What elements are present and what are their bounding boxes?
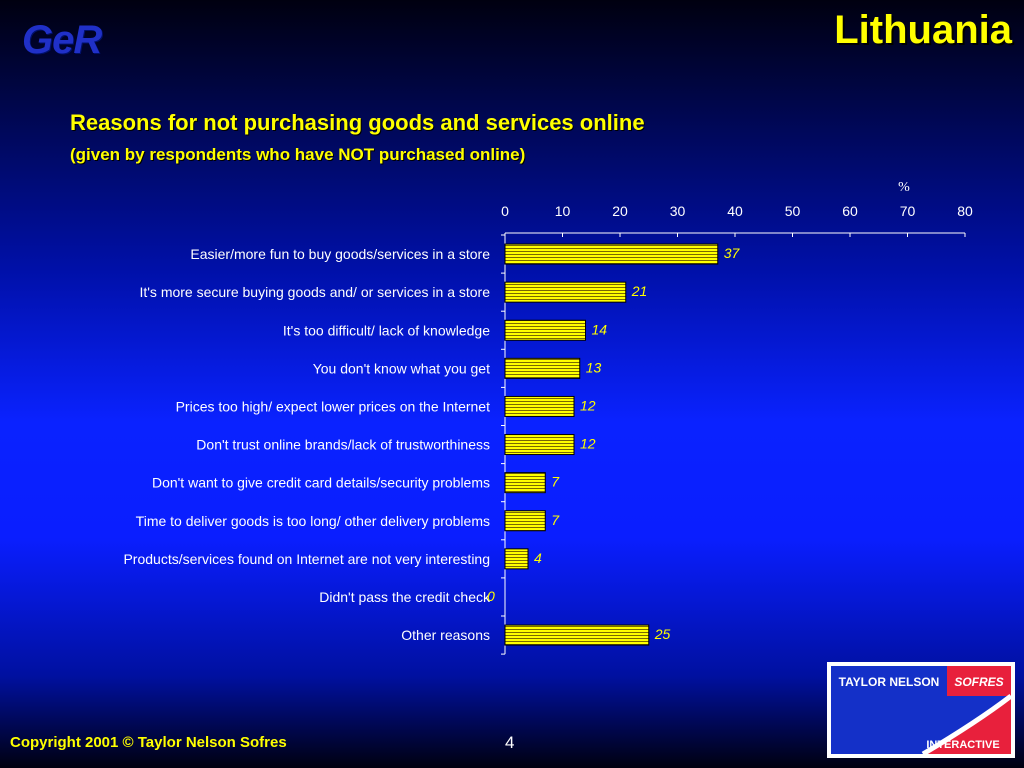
category-label: It's too difficult/ lack of knowledge <box>283 322 490 338</box>
bar <box>504 548 529 570</box>
data-label: 14 <box>592 321 608 337</box>
x-tick-label: 70 <box>900 203 916 219</box>
page-number: 4 <box>505 733 515 752</box>
data-label: 4 <box>534 550 542 566</box>
data-label: 13 <box>586 359 602 375</box>
logo-blue-swoosh <box>831 696 1011 754</box>
x-tick-label: 30 <box>670 203 686 219</box>
category-label: Products/services found on Internet are … <box>123 551 490 567</box>
data-label: 12 <box>580 397 596 413</box>
category-label: Other reasons <box>401 627 490 643</box>
brand-logo-text: GeR <box>22 18 102 62</box>
category-label: Don't trust online brands/lack of trustw… <box>196 437 490 453</box>
logo-red-block <box>947 666 1011 696</box>
category-label: Time to deliver goods is too long/ other… <box>136 513 490 529</box>
bar <box>504 357 581 379</box>
logo-text-interactive: INTERACTIVE <box>926 739 999 751</box>
data-label: 0 <box>487 588 495 604</box>
footer-copyright: Copyright 2001 © Taylor Nelson Sofres <box>10 734 287 751</box>
logo-blue-block <box>831 666 947 696</box>
bar <box>504 510 546 532</box>
bar <box>504 243 719 265</box>
data-label: 12 <box>580 436 596 452</box>
bar <box>504 395 575 417</box>
category-label: Prices too high/ expect lower prices on … <box>176 398 491 414</box>
x-tick-label: 10 <box>555 203 571 219</box>
bar-chart: % 0 10 20 30 40 50 60 70 80 Easier/more fun to b… <box>123 180 973 646</box>
bar <box>504 434 575 456</box>
x-tick-label: 80 <box>957 203 973 219</box>
data-label: 7 <box>551 512 560 528</box>
x-tick-label: 60 <box>842 203 858 219</box>
bar <box>504 281 627 303</box>
chart-subtitle: (given by respondents who have NOT purch… <box>70 145 526 164</box>
category-label: Didn't pass the credit check <box>319 589 491 605</box>
logo-text-taylor-nelson: TAYLOR NELSON <box>839 675 940 689</box>
bar <box>504 319 586 341</box>
x-tick-label: 0 <box>501 203 509 219</box>
page-country-heading: Lithuania <box>834 8 1012 52</box>
chart-title: Reasons for not purchasing goods and ser… <box>70 110 645 135</box>
category-label: You don't know what you get <box>313 360 490 376</box>
axis-unit-label: % <box>898 180 910 195</box>
data-label: 7 <box>551 474 560 490</box>
bar <box>504 472 546 494</box>
taylor-nelson-sofres-logo: TAYLOR NELSON SOFRES INTERACTIVE <box>827 662 1015 758</box>
x-tick-label: 50 <box>785 203 801 219</box>
data-label: 37 <box>724 245 741 261</box>
category-label: It's more secure buying goods and/ or se… <box>139 284 490 300</box>
logo-text-sofres: SOFRES <box>954 675 1003 689</box>
data-label: 25 <box>654 626 671 642</box>
category-label: Don't want to give credit card details/s… <box>152 475 490 491</box>
logo-red-swoosh <box>923 696 1011 754</box>
bar <box>504 624 650 646</box>
x-tick-label: 20 <box>612 203 628 219</box>
data-label: 21 <box>631 283 648 299</box>
x-tick-label: 40 <box>727 203 743 219</box>
category-label: Easier/more fun to buy goods/services in… <box>190 246 490 262</box>
